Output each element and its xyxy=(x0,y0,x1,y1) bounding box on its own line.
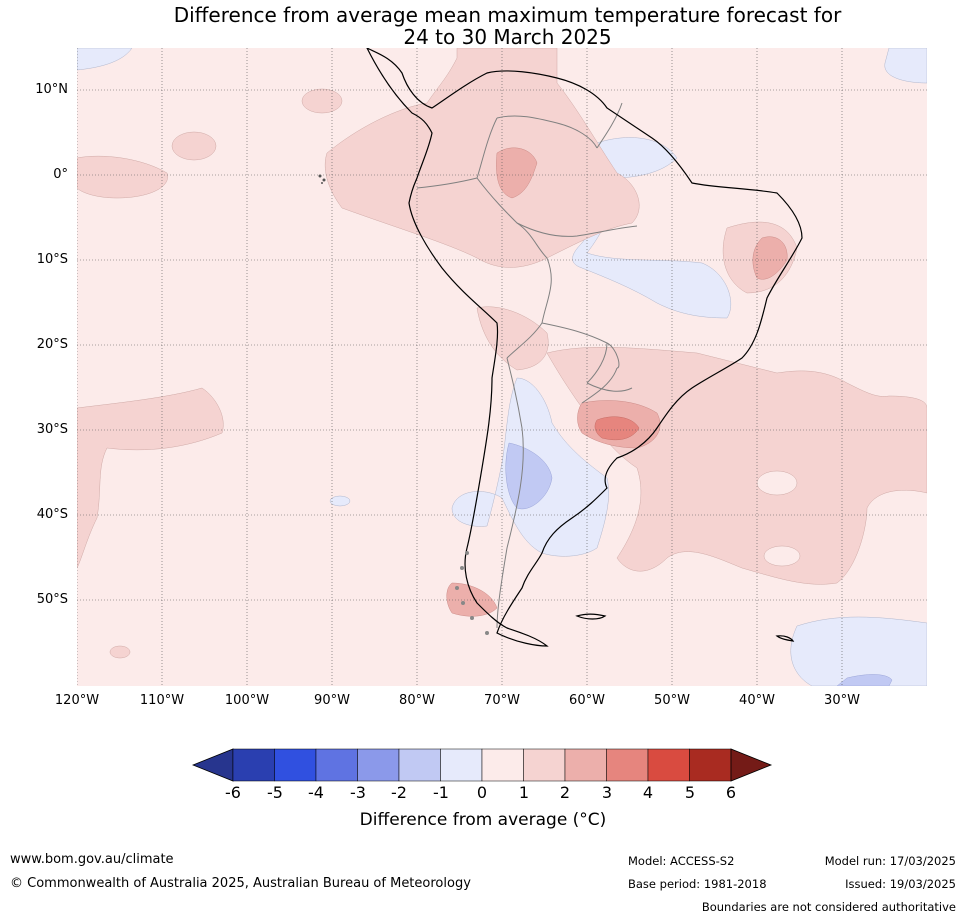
lat-label-0: 0° xyxy=(53,167,68,182)
colorbar-extend-low xyxy=(191,748,234,782)
colorbar-cell xyxy=(440,748,483,782)
footer-website: www.bom.gov.au/climate xyxy=(10,852,174,867)
map-svg xyxy=(77,48,927,686)
colorbar-svg xyxy=(191,748,773,782)
south-georgia xyxy=(775,635,795,642)
galapagos-islands xyxy=(318,174,326,184)
lat-label-20s: 20°S xyxy=(36,337,68,352)
footer-base-period: Base period: 1981-2018 xyxy=(628,877,767,891)
lon-label-120w: 120°W xyxy=(54,693,100,708)
colorbar-cell xyxy=(274,748,317,782)
colorbar-cell xyxy=(647,748,690,782)
colorbar-tick-neg5: -5 xyxy=(267,783,283,802)
lon-label-30w: 30°W xyxy=(824,693,860,708)
lat-label-10s: 10°S xyxy=(36,252,68,267)
colorbar-tick-5: 5 xyxy=(684,783,696,802)
lon-label-110w: 110°W xyxy=(139,693,185,708)
colorbar-tick-2: 2 xyxy=(559,783,571,802)
lon-label-90w: 90°W xyxy=(314,693,350,708)
anomaly-region-warm-pacific-spot-2 xyxy=(301,88,343,114)
anomaly-region-cool-deep xyxy=(836,674,893,686)
country-borders xyxy=(416,102,638,629)
anomaly-region-cool-argentina xyxy=(505,442,553,510)
lon-label-100w: 100°W xyxy=(224,693,270,708)
chart-title: Difference from average mean maximum tem… xyxy=(0,4,965,48)
falkland-islands xyxy=(575,613,607,620)
chile-fjords xyxy=(455,551,489,635)
south-america-coastline xyxy=(366,48,803,647)
colorbar-cell xyxy=(689,748,732,782)
graticule xyxy=(77,48,927,686)
colorbar-cells xyxy=(191,748,773,782)
anomaly-region-warm-southatlantic-pocket xyxy=(763,545,801,567)
colorbar-cell xyxy=(232,748,275,782)
footer-model-run: Model run: 17/03/2025 xyxy=(824,854,956,868)
lat-label-10n: 10°N xyxy=(35,82,68,97)
colorbar-tick-neg2: -2 xyxy=(391,783,407,802)
anomaly-region-warm-pacific-spot-3 xyxy=(109,645,131,659)
lon-label-70w: 70°W xyxy=(484,693,520,708)
lon-label-60w: 60°W xyxy=(569,693,605,708)
colorbar-tick-6: 6 xyxy=(725,783,737,802)
lon-label-50w: 50°W xyxy=(654,693,690,708)
anomaly-region-warm-patagonia-tip xyxy=(446,582,498,617)
anomaly-region-warm-north-coast xyxy=(324,48,640,268)
anomaly-region-warm-bolivia xyxy=(476,306,549,371)
colorbar-cell xyxy=(564,748,607,782)
colorbar-tick-1: 1 xyxy=(518,783,530,802)
anomaly-region-warm-pacific-south xyxy=(77,387,224,569)
footer-issued: Issued: 19/03/2025 xyxy=(845,877,956,891)
colorbar-tick-neg6: -6 xyxy=(225,783,241,802)
map-area xyxy=(77,48,927,686)
colorbar-label: Difference from average (°C) xyxy=(359,810,607,830)
lat-label-30s: 30°S xyxy=(36,422,68,437)
footer-boundaries-note: Boundaries are not considered authoritat… xyxy=(701,900,956,914)
anomaly-region-cool-pacific-spot xyxy=(329,495,351,507)
colorbar-cell xyxy=(606,748,649,782)
colorbar-cell xyxy=(357,748,400,782)
lat-label-50s: 50°S xyxy=(36,592,68,607)
colorbar-tick-neg1: -1 xyxy=(433,783,449,802)
colorbar-cell xyxy=(398,748,441,782)
colorbar-tick-neg4: -4 xyxy=(308,783,324,802)
anomaly-region-warm-atlantic-pocket xyxy=(756,470,798,496)
footer-copyright: © Commonwealth of Australia 2025, Austra… xyxy=(10,876,471,891)
colorbar-tick-neg3: -3 xyxy=(350,783,366,802)
anomaly-region-warm-colombia xyxy=(496,147,538,199)
lat-label-40s: 40°S xyxy=(36,507,68,522)
colorbar-extend-high xyxy=(730,748,773,782)
colorbar-cell xyxy=(523,748,566,782)
anomaly-region-cool-southatlantic xyxy=(790,616,927,686)
colorbar-cell xyxy=(315,748,358,782)
colorbar-tick-0: 0 xyxy=(476,783,488,802)
anomaly-region-warm-brazil-core xyxy=(752,236,788,280)
footer-model: Model: ACCESS-S2 xyxy=(628,854,735,868)
colorbar-tick-3: 3 xyxy=(601,783,613,802)
title-line-1: Difference from average mean maximum tem… xyxy=(173,3,842,27)
anomaly-region-warm-pacific-west xyxy=(77,155,168,199)
colorbar-tick-4: 4 xyxy=(642,783,654,802)
colorbar xyxy=(191,748,774,784)
anomaly-region-warm-pacific-spot-1 xyxy=(171,131,217,161)
lon-label-80w: 80°W xyxy=(399,693,435,708)
anomaly-region-cool-northeast xyxy=(884,48,927,84)
anomaly-region-warm-uruguay-core xyxy=(594,416,640,441)
colorbar-cell xyxy=(481,748,524,782)
lon-label-40w: 40°W xyxy=(739,693,775,708)
title-line-2: 24 to 30 March 2025 xyxy=(403,25,612,49)
